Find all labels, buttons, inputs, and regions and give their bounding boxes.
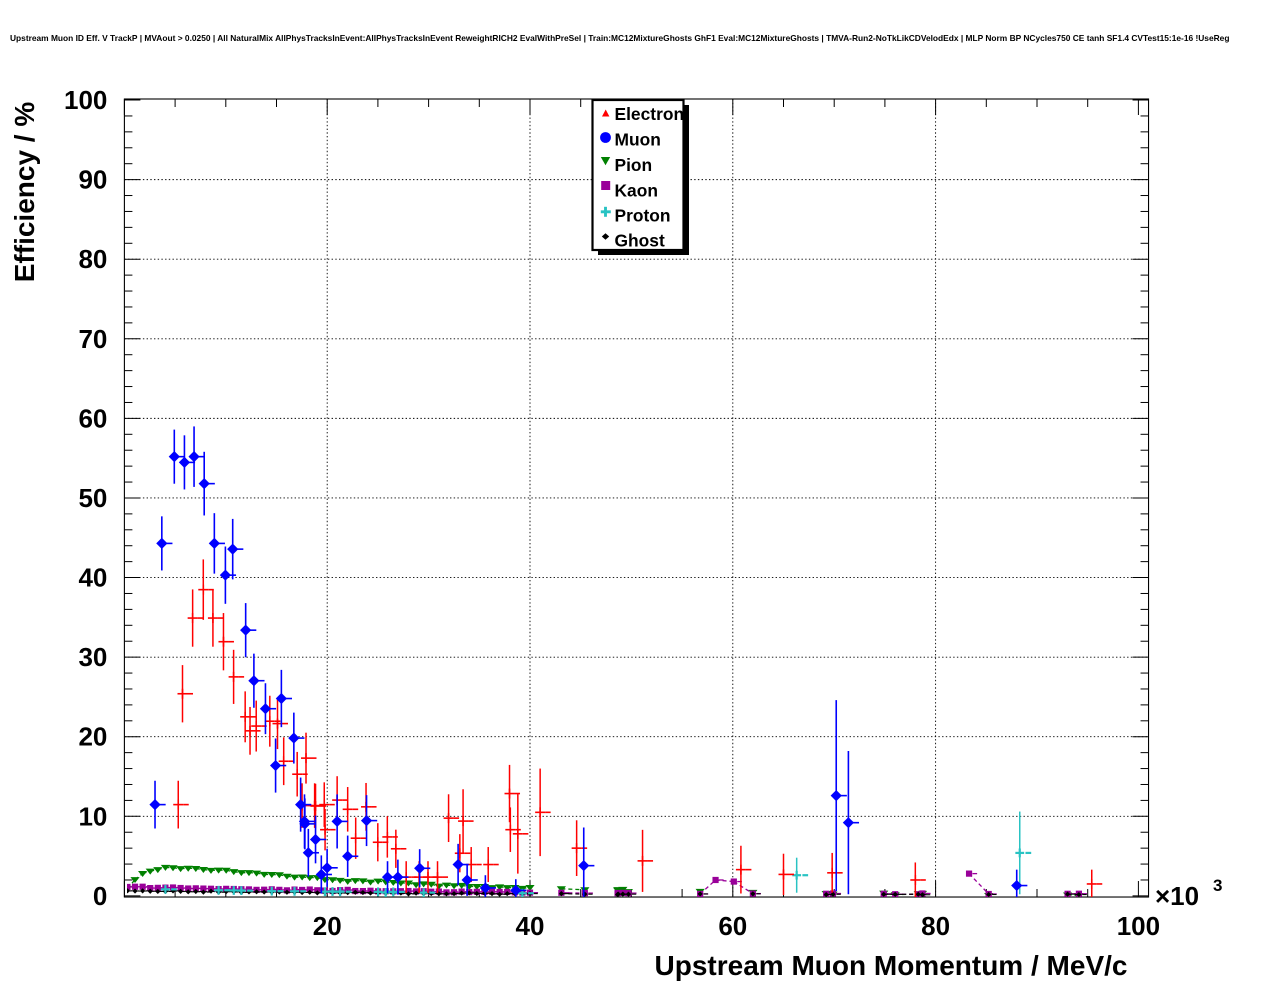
svg-text:60: 60 bbox=[78, 403, 107, 433]
svg-text:40: 40 bbox=[78, 563, 107, 593]
svg-text:Kaon: Kaon bbox=[615, 181, 658, 201]
svg-text:80: 80 bbox=[78, 244, 107, 274]
svg-text:×10: ×10 bbox=[1155, 881, 1199, 911]
svg-text:100: 100 bbox=[64, 85, 107, 115]
svg-text:Upstream Muon ID Eff. V TrackP: Upstream Muon ID Eff. V TrackP | MVAout … bbox=[10, 33, 1229, 43]
svg-text:40: 40 bbox=[516, 911, 545, 941]
svg-text:80: 80 bbox=[921, 911, 950, 941]
svg-text:20: 20 bbox=[313, 911, 342, 941]
svg-text:90: 90 bbox=[78, 165, 107, 195]
svg-text:3: 3 bbox=[1213, 876, 1222, 895]
svg-text:50: 50 bbox=[78, 483, 107, 513]
svg-text:Proton: Proton bbox=[615, 206, 671, 226]
svg-text:Upstream Muon Momentum / MeV/c: Upstream Muon Momentum / MeV/c bbox=[655, 950, 1128, 981]
svg-text:20: 20 bbox=[78, 722, 107, 752]
svg-text:Electron: Electron bbox=[615, 104, 685, 124]
svg-text:10: 10 bbox=[78, 801, 107, 831]
svg-text:Pion: Pion bbox=[615, 155, 653, 175]
svg-text:Ghost: Ghost bbox=[615, 231, 665, 251]
svg-text:60: 60 bbox=[718, 911, 747, 941]
svg-text:30: 30 bbox=[78, 642, 107, 672]
svg-text:Muon: Muon bbox=[615, 130, 661, 150]
svg-text:70: 70 bbox=[78, 324, 107, 354]
svg-text:100: 100 bbox=[1117, 911, 1160, 941]
svg-text:0: 0 bbox=[93, 881, 107, 911]
svg-text:Efficiency / %: Efficiency / % bbox=[9, 102, 40, 283]
